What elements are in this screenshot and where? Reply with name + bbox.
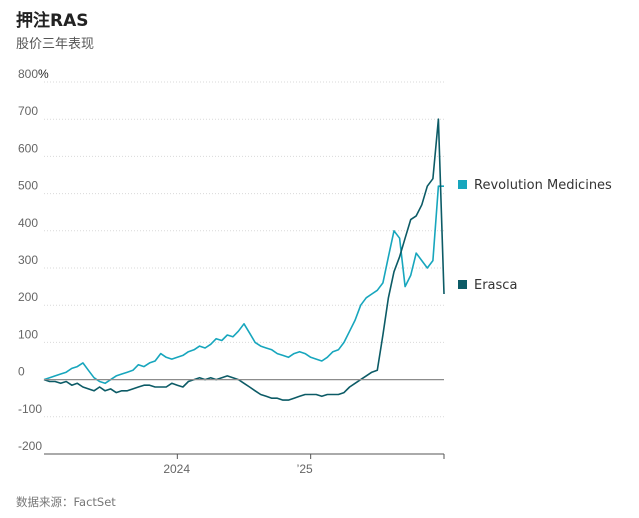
y-unit-label: % [38,67,49,81]
chart-title: 押注RAS [16,11,89,31]
x-axis: 2024 ’25 [44,453,445,476]
y-tick-label: 800% [18,67,49,81]
series-line-erasca [43,118,445,401]
y-tick-label: 100 [18,327,38,341]
grid-lines [44,81,444,455]
legend-swatch-revolution-medicines [458,180,467,189]
y-tick-label: 400 [18,216,38,230]
x-tick-label: 2024 [163,462,190,476]
y-tick-label: 500 [18,179,38,193]
legend-item-erasca: Erasca [458,278,517,293]
legend-label-erasca: Erasca [474,278,518,293]
legend-swatch-erasca [458,280,467,289]
x-tick-label: ’25 [297,462,313,476]
chart-subtitle: 股价三年表现 [16,37,95,52]
y-tick-label: 600 [18,141,38,155]
y-tick-label: -200 [18,439,42,453]
y-tick-label: 200 [18,290,38,304]
series-line-revolution-medicines [43,185,444,385]
legend-item-revolution-medicines: Revolution Medicines [458,178,612,193]
y-tick-label: 300 [18,253,38,267]
y-tick-label: 700 [18,104,38,118]
series-lines [43,118,445,401]
source-note: 数据来源：FactSet [16,495,116,509]
y-axis-tick-labels: -200 -100 0 100 200 300 400 500 600 700 800% [18,67,49,453]
y-tick-label: -100 [18,402,42,416]
legend-label-revolution-medicines: Revolution Medicines [474,178,612,193]
y-tick-label: 0 [18,365,25,379]
